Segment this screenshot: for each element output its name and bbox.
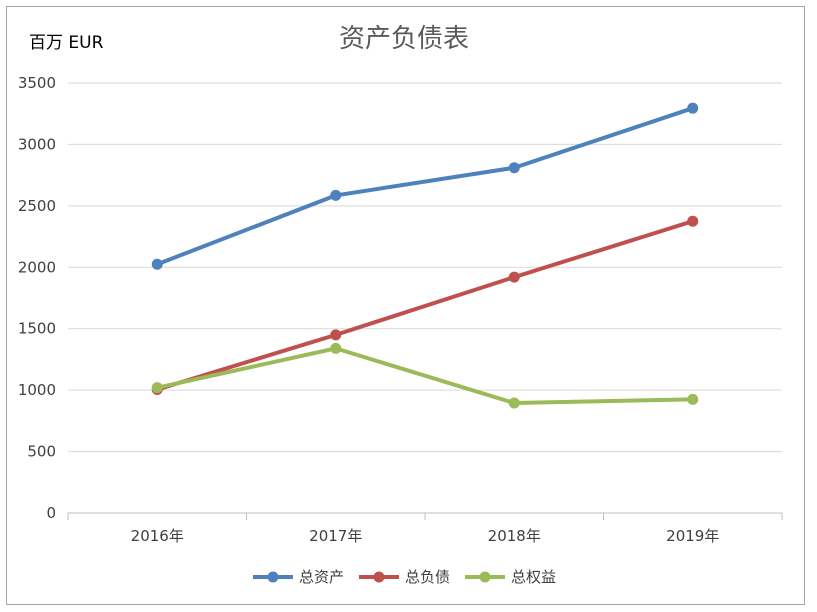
legend-item: 总权益 xyxy=(465,568,556,586)
series-group xyxy=(151,102,699,409)
x-tick-label: 2019年 xyxy=(666,527,719,545)
series-line xyxy=(155,346,695,406)
legend-label: 总资产 xyxy=(299,568,344,586)
y-axis-ticks: 0 500 1000 1500 2000 2500 3000 3500 xyxy=(18,74,56,522)
data-point xyxy=(151,382,163,394)
data-point xyxy=(330,189,342,201)
data-point xyxy=(508,162,520,174)
y-tick-label: 1500 xyxy=(18,320,56,338)
x-tick-label: 2017年 xyxy=(309,527,362,545)
data-point xyxy=(508,271,520,283)
data-point xyxy=(687,393,699,405)
legend: 总资产 总负债 总权益 xyxy=(253,568,556,586)
data-point xyxy=(330,342,342,354)
y-axis-unit-label: 百万 EUR xyxy=(29,33,104,53)
x-axis: 2016年 2017年 2018年 2019年 xyxy=(67,512,783,545)
series-line xyxy=(155,219,695,392)
chart-title: 资产负债表 xyxy=(339,24,469,54)
legend-swatch-marker xyxy=(479,571,491,583)
y-tick-label: 2500 xyxy=(18,197,56,215)
legend-item: 总负债 xyxy=(359,568,450,586)
legend-label: 总负债 xyxy=(405,568,450,586)
gridlines xyxy=(68,82,782,453)
legend-swatch-marker xyxy=(373,571,385,583)
x-tick-label: 2016年 xyxy=(131,527,184,545)
x-tick-label: 2018年 xyxy=(488,527,541,545)
series-line xyxy=(155,106,695,267)
chart-frame xyxy=(6,6,805,605)
y-tick-label: 0 xyxy=(46,504,56,522)
legend-swatch-marker xyxy=(267,571,279,583)
data-point xyxy=(508,397,520,409)
data-point xyxy=(330,329,342,341)
data-point xyxy=(687,215,699,227)
y-tick-label: 2000 xyxy=(18,258,56,276)
legend-label: 总权益 xyxy=(511,568,556,586)
y-tick-label: 1000 xyxy=(18,381,56,399)
data-point xyxy=(687,102,699,114)
series-2 xyxy=(151,215,699,396)
series-1 xyxy=(151,102,699,270)
y-tick-label: 3500 xyxy=(18,74,56,92)
legend-item: 总资产 xyxy=(253,568,344,586)
y-tick-label: 3000 xyxy=(18,135,56,153)
series-3 xyxy=(151,342,699,409)
y-tick-label: 500 xyxy=(27,443,56,461)
data-point xyxy=(151,258,163,270)
